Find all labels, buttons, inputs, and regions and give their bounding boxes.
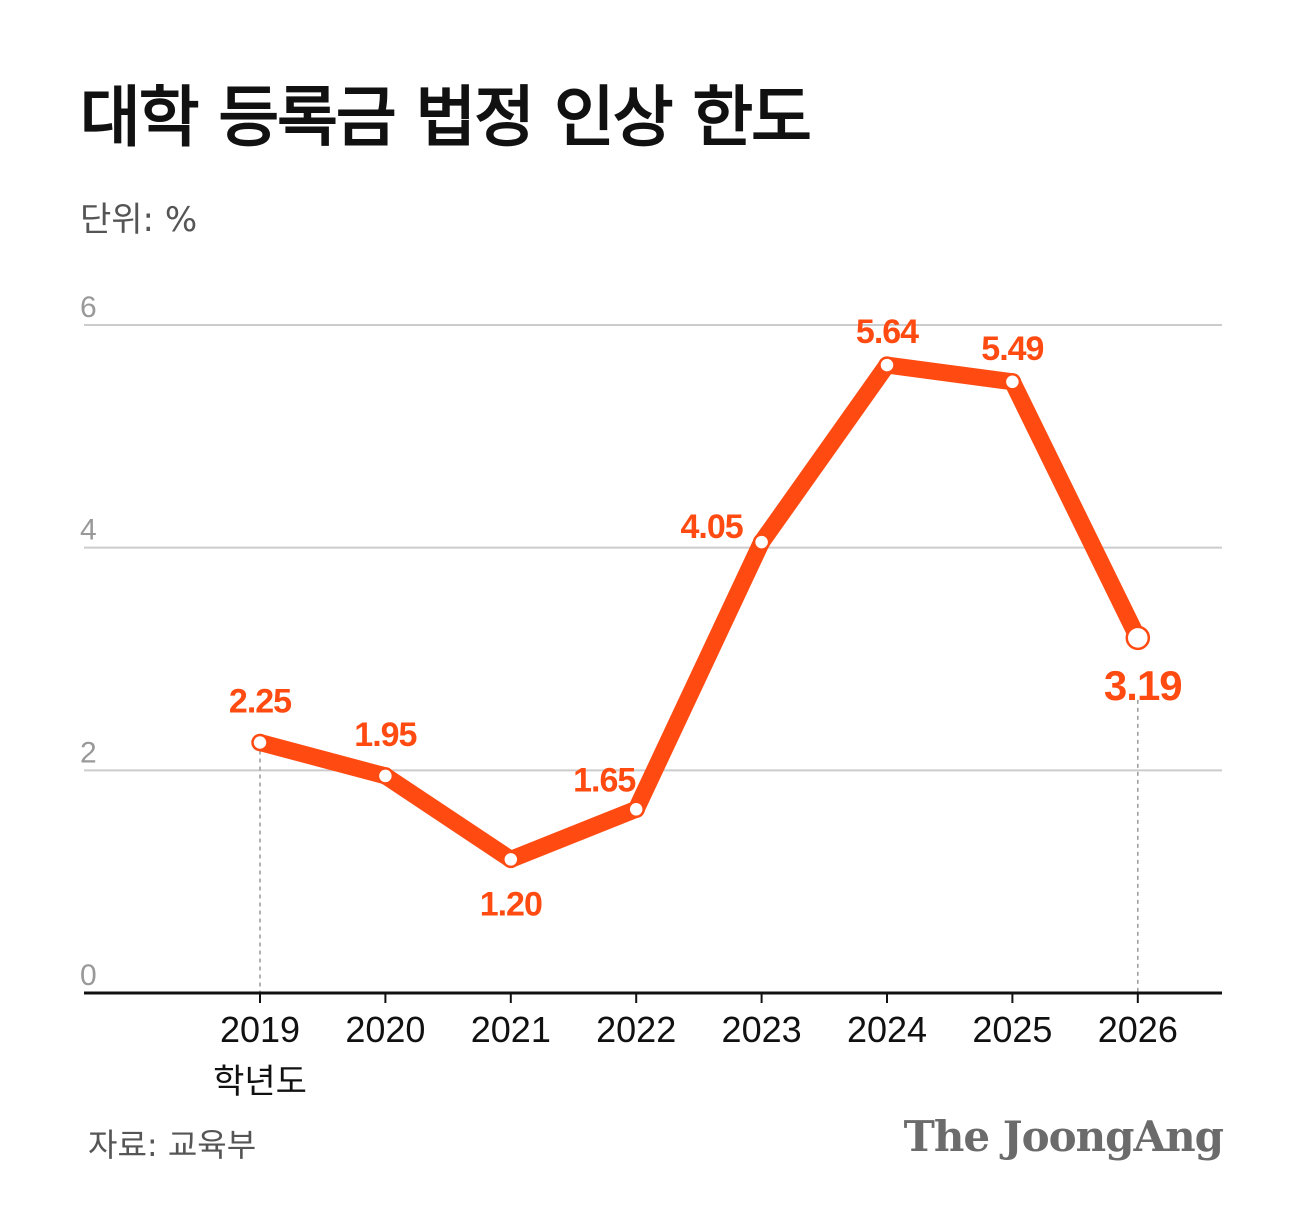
data-point [1125,625,1151,651]
x-tick-label: 2023 [722,1009,802,1050]
data-label: 4.05 [681,508,743,546]
data-point [752,533,771,551]
y-tick-label: 6 [80,291,97,324]
data-label: 1.20 [480,885,542,923]
data-label: 3.19 [1104,662,1182,709]
source-label: 자료: 교육부 [88,1126,257,1164]
x-tick-label: 2021 [471,1009,551,1050]
data-point [376,767,395,785]
data-label: 5.64 [856,313,919,351]
data-point [502,850,520,869]
y-tick-label: 0 [80,959,97,992]
x-tick-label: 2020 [345,1009,425,1050]
series-line [251,356,1147,868]
data-label: 1.65 [573,761,635,799]
y-tick-label: 2 [80,736,97,769]
x-tick-label: 2024 [847,1009,927,1050]
x-tick-label: 2025 [972,1009,1052,1050]
x-tick-label: 2022 [596,1009,676,1050]
data-label: 1.95 [354,716,416,754]
data-label: 2.25 [229,683,291,721]
data-point [878,356,896,374]
publisher-logo: The JoongAng [903,1112,1224,1161]
data-point [627,800,645,819]
y-tick-label: 4 [80,514,97,547]
data-label: 5.49 [981,330,1043,368]
x-tick-label: 2026 [1098,1009,1178,1050]
x-axis-suffix: 학년도 [213,1062,307,1100]
x-tick-label: 2019 [220,1009,300,1050]
unit-label: 단위: % [80,200,198,240]
data-point [251,733,269,752]
chart-title: 대학 등록금 법정 인상 한도 [80,79,812,156]
line-chart: 0 2 4 6 2019 2020 2021 2022 2023 2024 2025 2026 학년도 2… [80,291,1222,1100]
data-point [1003,373,1022,391]
